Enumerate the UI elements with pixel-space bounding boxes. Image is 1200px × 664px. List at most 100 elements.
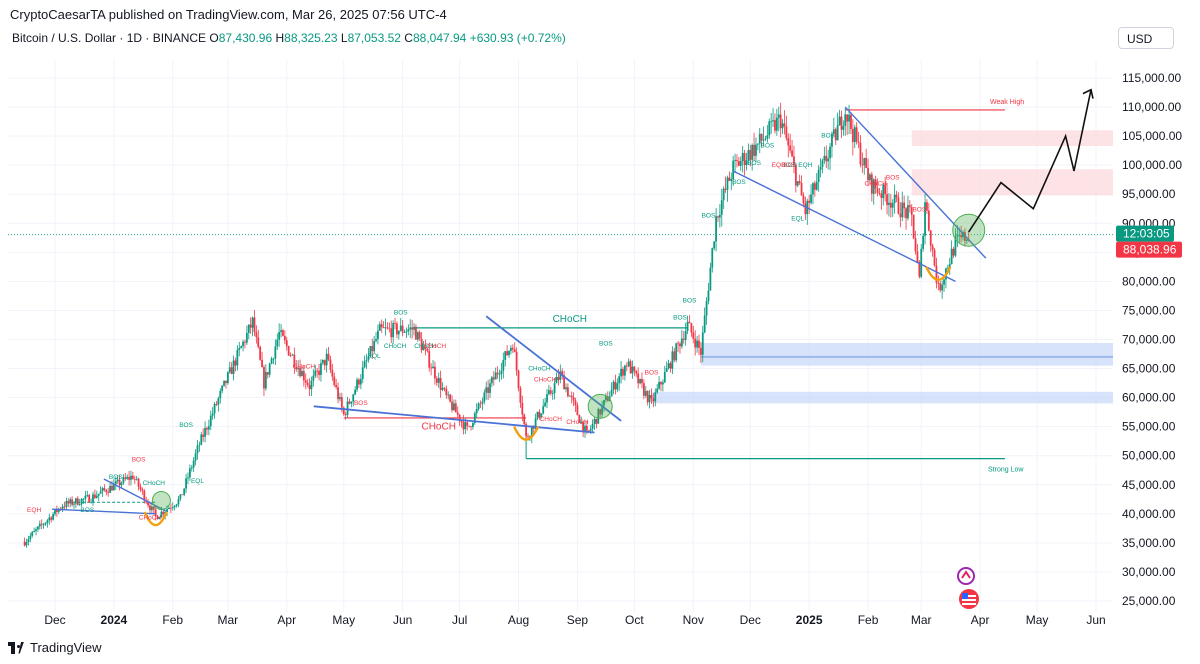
candle-body	[808, 200, 811, 203]
candle-body	[268, 363, 271, 375]
candle-body	[956, 235, 959, 237]
candle-body	[591, 423, 594, 429]
candle-body	[130, 475, 132, 480]
candle-body	[289, 355, 292, 357]
structure-label: EQL	[791, 215, 804, 222]
candle-body	[903, 202, 906, 209]
candle-body	[401, 325, 404, 333]
structure-label: BOS	[354, 400, 368, 407]
projection	[968, 88, 1094, 233]
candle-body	[242, 341, 244, 347]
structure-label: CHoCH	[566, 419, 589, 426]
candle-body	[618, 376, 621, 384]
candle-body	[394, 323, 396, 324]
candle-body	[749, 150, 752, 160]
candle-body	[451, 401, 453, 411]
candle-body	[320, 363, 322, 375]
event-flag-icon[interactable]	[956, 566, 976, 586]
candle-body	[380, 324, 383, 328]
candle-body	[211, 413, 214, 416]
candle-body	[690, 323, 693, 333]
symbol-name[interactable]: Bitcoin / U.S. Dollar · 1D · BINANCE	[12, 31, 207, 45]
candle-body	[927, 210, 930, 231]
candle-body	[874, 179, 877, 189]
candle-body	[90, 501, 92, 503]
candle-body	[361, 367, 364, 380]
candle-body	[722, 188, 725, 201]
candle-body	[582, 421, 584, 433]
candle-body	[597, 409, 600, 424]
candle-body	[124, 477, 127, 479]
x-tick-label: Oct	[625, 613, 644, 627]
candle-body	[348, 401, 351, 404]
candle-body	[675, 343, 678, 361]
candle-body	[682, 338, 685, 340]
y-tick-label: 40,000.00	[1122, 507, 1176, 521]
structure-label: CHoCH	[424, 343, 447, 350]
candle-body	[783, 123, 786, 127]
x-tick-label: May	[332, 613, 355, 627]
candle-body	[599, 409, 602, 415]
candle-body	[941, 284, 944, 291]
candle-body	[563, 375, 566, 390]
candle-body	[460, 421, 463, 423]
candle-body	[620, 368, 622, 377]
candle-body	[536, 411, 539, 419]
structure-label: CHoCH	[143, 480, 166, 487]
candle-body	[226, 372, 229, 384]
candle-body	[523, 414, 526, 424]
candle-body	[627, 361, 630, 367]
candle-body	[217, 398, 220, 405]
candle-body	[344, 414, 347, 416]
candle-body	[209, 415, 212, 427]
candle-body	[684, 330, 687, 340]
candle-body	[221, 385, 224, 391]
footer-brand[interactable]: TradingView	[30, 640, 102, 655]
candle-body	[158, 517, 161, 520]
trendline-support	[313, 405, 595, 434]
candle-body	[264, 372, 267, 389]
candle-body	[730, 178, 733, 181]
candle-body	[135, 478, 138, 480]
candle-body	[815, 181, 818, 190]
candle-body	[521, 402, 524, 415]
candle-body	[247, 324, 250, 333]
candle-body	[306, 382, 309, 386]
candle-body	[329, 359, 332, 370]
candle-body	[65, 501, 68, 507]
candle-body	[933, 249, 936, 266]
candle-body	[299, 367, 301, 377]
trendline-support	[732, 170, 956, 283]
candle-body	[187, 477, 189, 479]
candle-body	[312, 375, 315, 381]
candle-body	[737, 161, 740, 166]
candle-body	[160, 511, 163, 518]
candle-body	[673, 351, 676, 361]
low-label: L	[340, 31, 348, 45]
candle-body	[762, 139, 765, 141]
demand-zone	[651, 391, 1113, 404]
candle-body	[251, 317, 254, 328]
structure-label: CHoCH	[540, 416, 563, 423]
candle-body	[660, 382, 662, 385]
candle-body	[510, 347, 512, 351]
candle-body	[884, 184, 887, 195]
trendline-down	[485, 315, 622, 422]
us-flag-icon[interactable]	[958, 588, 980, 610]
candle-body	[623, 365, 626, 376]
tradingview-logo-icon	[8, 641, 24, 654]
candle-body	[603, 400, 605, 406]
candle-body	[952, 248, 955, 256]
candle-body	[200, 434, 203, 445]
candle-body	[50, 517, 53, 520]
currency-button[interactable]: USD	[1118, 27, 1174, 49]
candle-body	[965, 239, 968, 241]
y-tick-label: 70,000.00	[1122, 333, 1176, 347]
candle-body	[876, 188, 879, 193]
candle-body	[861, 164, 864, 166]
candle-body	[622, 368, 624, 376]
candle-body	[441, 388, 444, 390]
high-label: H	[275, 31, 285, 45]
